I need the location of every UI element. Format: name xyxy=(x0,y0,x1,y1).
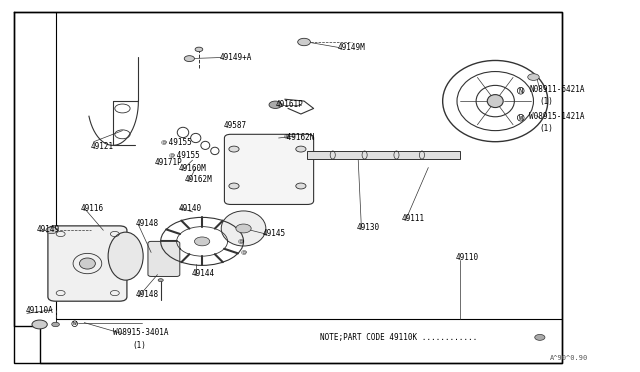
Text: W08915-1421A: W08915-1421A xyxy=(529,112,584,121)
Text: 49161P: 49161P xyxy=(275,100,303,109)
Circle shape xyxy=(184,56,195,62)
Text: 49110A: 49110A xyxy=(26,306,53,315)
Text: 49587: 49587 xyxy=(223,121,246,129)
Circle shape xyxy=(298,38,310,46)
Circle shape xyxy=(229,183,239,189)
Text: 49162N: 49162N xyxy=(282,133,314,142)
Text: @: @ xyxy=(237,240,243,245)
Text: 49144: 49144 xyxy=(191,269,214,278)
Ellipse shape xyxy=(195,47,203,52)
Ellipse shape xyxy=(108,232,143,280)
Text: N: N xyxy=(518,88,523,94)
FancyBboxPatch shape xyxy=(48,226,127,301)
Ellipse shape xyxy=(79,258,95,269)
Text: W08915-3401A: W08915-3401A xyxy=(113,328,168,337)
Text: (1): (1) xyxy=(540,124,554,133)
Text: 49148: 49148 xyxy=(135,219,158,228)
Text: 49145: 49145 xyxy=(262,229,286,238)
Text: 49149+A: 49149+A xyxy=(220,53,252,62)
Text: 49140: 49140 xyxy=(179,203,202,213)
Ellipse shape xyxy=(52,322,60,327)
Circle shape xyxy=(296,146,306,152)
FancyBboxPatch shape xyxy=(148,241,180,276)
Text: 49148: 49148 xyxy=(135,291,158,299)
Circle shape xyxy=(46,227,58,234)
Text: (1): (1) xyxy=(540,97,554,106)
Text: 49149: 49149 xyxy=(36,225,60,234)
Text: 49111: 49111 xyxy=(401,214,425,222)
Circle shape xyxy=(32,320,47,329)
Circle shape xyxy=(195,237,210,246)
Ellipse shape xyxy=(487,94,503,108)
Circle shape xyxy=(236,224,251,233)
Ellipse shape xyxy=(221,211,266,246)
Text: 49155: 49155 xyxy=(172,151,200,160)
Text: 49149M: 49149M xyxy=(338,43,365,52)
Text: @: @ xyxy=(169,153,175,158)
Text: W: W xyxy=(518,115,523,121)
Text: 49130: 49130 xyxy=(357,223,380,232)
Ellipse shape xyxy=(158,279,163,282)
Text: 49116: 49116 xyxy=(81,203,104,213)
Text: A^90^0.90: A^90^0.90 xyxy=(549,355,588,361)
Circle shape xyxy=(269,101,282,109)
Text: 49121: 49121 xyxy=(91,142,114,151)
Text: 49155: 49155 xyxy=(164,138,191,147)
Text: N08911-6421A: N08911-6421A xyxy=(529,85,584,94)
Text: @: @ xyxy=(241,250,246,255)
Circle shape xyxy=(296,183,306,189)
FancyBboxPatch shape xyxy=(225,134,314,205)
Text: 49162M: 49162M xyxy=(185,175,212,184)
Circle shape xyxy=(528,74,540,80)
Text: NOTE;PART CODE 49110K ............: NOTE;PART CODE 49110K ............ xyxy=(320,333,477,342)
Text: @: @ xyxy=(283,134,289,139)
Text: W: W xyxy=(73,321,77,326)
Text: 49160M: 49160M xyxy=(179,164,206,173)
FancyBboxPatch shape xyxy=(14,13,562,363)
Text: @: @ xyxy=(161,140,167,145)
Polygon shape xyxy=(307,151,460,159)
Circle shape xyxy=(229,146,239,152)
Text: 49171P: 49171P xyxy=(154,157,182,167)
Circle shape xyxy=(535,334,545,340)
Text: 49110: 49110 xyxy=(456,253,479,263)
Text: (1): (1) xyxy=(132,341,146,350)
